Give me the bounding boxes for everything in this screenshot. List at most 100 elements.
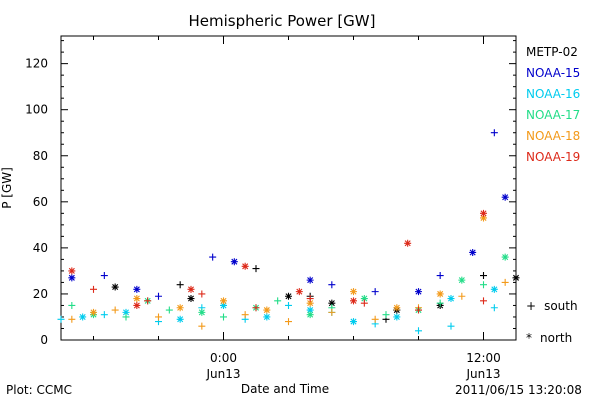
noaa-15-south-point [209,253,217,261]
noaa-17-south-point [220,313,227,321]
noaa-19-north-point [68,267,76,275]
noaa-16-north-point [306,306,314,314]
noaa-19-south-point [480,297,487,305]
marker-label: north [540,331,573,345]
noaa-15-south-point [328,281,336,289]
noaa-17-south-point [480,281,487,289]
noaa-16-north-point [350,318,357,326]
noaa-17-north-point [501,253,509,261]
noaa-15-south-point [371,288,379,296]
x-axis: 0:00Jun1312:00Jun130:00Jun1412:00Jun140:… [93,36,501,381]
noaa-18-south-point [155,313,162,321]
legend-item-noaa-16: NOAA-16 [526,87,581,101]
marker-symbol: + [526,299,537,313]
noaa-17-south-point [382,311,390,319]
noaa-19-south-point [90,285,97,293]
metp-02-south-point [176,281,184,289]
metp-02-north-point [328,299,336,307]
noaa-17-south-point [274,297,282,305]
noaa-18-south-point [501,278,509,286]
data-points [57,129,520,335]
metp-02-north-point [187,295,195,303]
noaa-15-north-point [306,276,314,284]
x-axis-label: Date and Time [241,382,329,396]
noaa-19-north-point [241,262,249,270]
noaa-18-south-point [198,322,206,330]
noaa-16-north-point [263,313,271,321]
noaa-15-north-point [415,288,422,296]
noaa-16-south-point [447,322,455,330]
noaa-18-north-point [306,299,314,307]
noaa-18-south-point [458,292,466,300]
noaa-15-north-point [133,285,141,293]
noaa-16-south-point [285,301,292,309]
legend-item-noaa-15: NOAA-15 [526,66,581,80]
noaa-16-south-point [100,311,108,319]
noaa-16-south-point [57,315,65,323]
y-tick-label: 80 [33,149,48,163]
noaa-18-south-point [328,308,336,316]
noaa-18-north-point [263,306,271,314]
y-tick-label: 120 [25,57,48,71]
noaa-18-south-point [285,318,292,326]
y-tick-label: 60 [33,195,48,209]
legend-item-noaa-19: NOAA-19 [526,150,581,164]
noaa-17-north-point [458,276,466,284]
metp-02-north-point [512,274,520,282]
noaa-15-south-point [436,272,444,280]
noaa-19-north-point [295,288,303,296]
noaa-16-north-point [122,308,130,316]
noaa-16-south-point [490,304,498,312]
noaa-18-north-point [90,308,97,316]
noaa-18-north-point [133,295,141,303]
noaa-18-south-point [111,306,119,314]
noaa-17-south-point [122,313,130,321]
noaa-19-north-point [133,301,141,309]
noaa-17-north-point [306,311,314,319]
noaa-16-north-point [79,313,87,321]
legend-item-noaa-18: NOAA-18 [526,129,581,143]
noaa-16-north-point [220,301,227,309]
noaa-18-north-point [220,297,227,305]
noaa-15-south-point [100,272,108,280]
legend-item-noaa-17: NOAA-17 [526,108,581,122]
noaa-18-north-point [176,304,184,312]
noaa-18-north-point [436,290,444,298]
noaa-19-south-point [415,306,422,314]
x-tick-label-date: Jun13 [205,367,240,381]
noaa-16-north-point [447,295,455,303]
metp-02-north-point [111,283,119,291]
noaa-19-north-point [404,239,412,247]
legend-item-metp-02: METP-02 [526,45,578,59]
y-axis-label: P [GW] [0,167,14,209]
noaa-19-north-point [350,297,357,305]
noaa-16-south-point [415,327,422,335]
noaa-17-south-point [436,299,444,307]
noaa-18-south-point [68,315,76,323]
noaa-16-north-point [393,313,401,321]
noaa-15-north-point [469,248,477,256]
noaa-16-north-point [176,315,184,323]
marker-symbol: * [526,331,532,345]
noaa-16-north-point [490,285,498,293]
plot-source-label: Plot: CCMC [6,383,72,397]
chart-title: Hemispheric Power [GW] [189,12,376,30]
noaa-17-south-point [165,306,173,314]
y-tick-label: 20 [33,287,48,301]
marker-key-south: + south [526,299,578,313]
noaa-15-north-point [230,258,238,266]
noaa-17-north-point [360,295,368,303]
noaa-15-south-point [490,129,498,137]
y-tick-label: 100 [25,103,48,117]
y-axis: 0 20 40 60 80 100 120 [25,40,516,347]
y-tick-label: 40 [33,241,48,255]
noaa-19-south-point [252,304,260,312]
noaa-18-north-point [393,304,401,312]
noaa-18-north-point [480,214,487,222]
noaa-19-south-point [198,290,206,298]
noaa-18-south-point [241,311,249,319]
noaa-19-north-point [187,285,195,293]
metp-02-south-point [480,272,487,280]
noaa-17-south-point [68,301,76,309]
